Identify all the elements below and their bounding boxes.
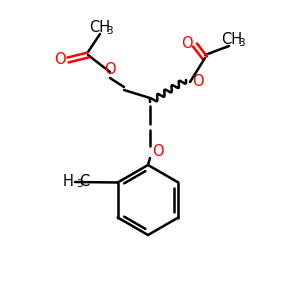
- Text: C: C: [80, 173, 90, 188]
- Text: O: O: [182, 35, 193, 50]
- Text: CH: CH: [221, 32, 243, 47]
- Text: O: O: [152, 145, 164, 160]
- Text: CH: CH: [89, 20, 111, 35]
- Text: 3: 3: [106, 26, 112, 36]
- Text: 3: 3: [76, 179, 83, 189]
- Text: O: O: [54, 52, 66, 68]
- Text: 3: 3: [238, 38, 244, 48]
- Text: O: O: [104, 62, 116, 77]
- Text: H: H: [62, 173, 73, 188]
- Text: O: O: [192, 74, 204, 89]
